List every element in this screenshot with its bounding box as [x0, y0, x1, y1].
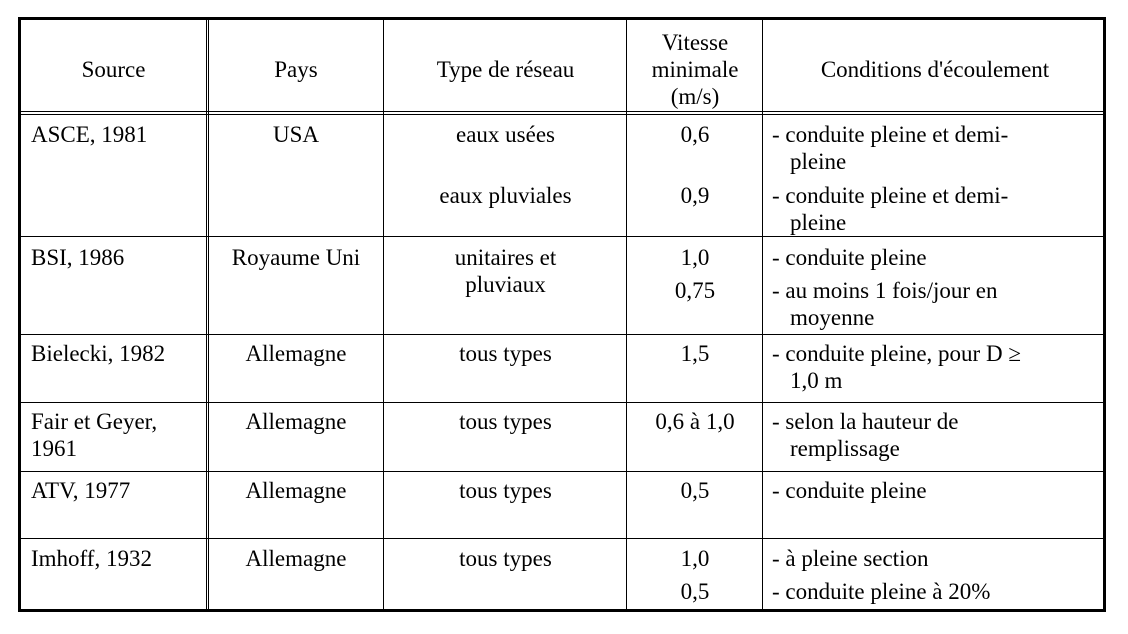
cell-pays: Allemagne	[245, 478, 347, 503]
cell-vitesse: 0,5	[680, 579, 710, 604]
source-line: Fair et Geyer,	[31, 409, 158, 434]
header-vitesse-line-1: Vitesse	[661, 30, 729, 55]
cell-type: tous types	[459, 546, 552, 571]
velocity-table: Source Pays Type de réseau Vitesse minim…	[18, 17, 1106, 612]
cell-vitesse: 0,6	[680, 122, 710, 147]
condition-line: - conduite pleine	[772, 245, 927, 270]
cell-pays: Allemagne	[245, 409, 347, 434]
condition-line: pleine	[790, 149, 847, 174]
row-divider	[21, 236, 1103, 237]
cell-condition: - conduite pleine, pour D ≥ 1,0 m	[772, 340, 1021, 394]
cell-vitesse: 1,0	[680, 546, 710, 571]
condition-line: - conduite pleine, pour D ≥	[772, 341, 1021, 366]
cell-condition: - conduite pleine	[772, 244, 927, 271]
type-line: pluviaux	[465, 272, 546, 297]
cell-type: tous types	[459, 341, 552, 366]
row-divider	[21, 471, 1103, 472]
condition-line: - conduite pleine	[772, 478, 927, 503]
cell-condition: - conduite pleine à 20%	[772, 578, 990, 605]
header-vitesse-line-3: (m/s)	[670, 84, 720, 109]
type-line: unitaires et	[454, 245, 557, 270]
cell-condition: - au moins 1 fois/jour en moyenne	[772, 277, 998, 331]
cell-type: tous types	[459, 409, 552, 434]
cell-vitesse: 0,9	[680, 183, 710, 208]
cell-type: eaux usées	[456, 122, 555, 147]
source-line: 1961	[31, 436, 77, 461]
header-divider	[21, 111, 1103, 115]
cell-source: Fair et Geyer, 1961	[31, 408, 157, 462]
condition-line: - conduite pleine et demi-	[772, 183, 1009, 208]
cell-vitesse: 0,5	[680, 478, 710, 503]
condition-line: remplissage	[790, 436, 900, 461]
row-divider	[21, 402, 1103, 403]
condition-line: pleine	[790, 210, 847, 235]
cell-type: tous types	[459, 478, 552, 503]
condition-line: - conduite pleine et demi-	[772, 122, 1009, 147]
header-vitesse-line-2: minimale	[651, 57, 739, 82]
column-divider-source	[206, 20, 209, 609]
cell-vitesse: 1,5	[680, 341, 710, 366]
cell-source: BSI, 1986	[31, 245, 125, 270]
cell-condition: - selon la hauteur de remplissage	[772, 408, 958, 462]
cell-condition: - conduite pleine et demi- pleine	[772, 182, 1008, 236]
condition-line: - à pleine section	[772, 546, 929, 571]
cell-vitesse: 0,75	[674, 278, 716, 303]
header-conditions: Conditions d'écoulement	[820, 57, 1050, 82]
row-divider	[21, 538, 1103, 539]
header-source: Source	[81, 57, 146, 82]
header-pays: Pays	[274, 57, 318, 82]
condition-line: moyenne	[790, 305, 875, 330]
column-divider-vitesse	[762, 20, 763, 609]
cell-condition: - conduite pleine	[772, 477, 927, 504]
cell-condition: - à pleine section	[772, 545, 928, 572]
header-type: Type de réseau	[436, 57, 575, 82]
cell-type: eaux pluviales	[439, 183, 572, 208]
cell-condition: - conduite pleine et demi- pleine	[772, 121, 1008, 175]
cell-source: Imhoff, 1932	[31, 546, 152, 571]
cell-pays: Allemagne	[245, 546, 347, 571]
cell-vitesse: 0,6 à 1,0	[655, 409, 735, 434]
column-divider-pays	[383, 20, 384, 609]
cell-source: Bielecki, 1982	[31, 341, 166, 366]
cell-pays: Royaume Uni	[231, 245, 361, 270]
cell-pays: Allemagne	[245, 341, 347, 366]
header-vitesse: Vitesse minimale (m/s)	[628, 29, 762, 110]
cell-type: unitaires et pluviaux	[385, 244, 626, 298]
column-divider-type	[626, 20, 627, 609]
row-divider	[21, 334, 1103, 335]
cell-vitesse: 1,0	[680, 245, 710, 270]
condition-line: - au moins 1 fois/jour en	[772, 278, 998, 303]
cell-source: ASCE, 1981	[31, 122, 148, 147]
condition-line: 1,0 m	[790, 368, 843, 393]
condition-line: - selon la hauteur de	[772, 409, 959, 434]
condition-line: - conduite pleine à 20%	[772, 579, 991, 604]
cell-source: ATV, 1977	[31, 478, 131, 503]
cell-pays: USA	[272, 122, 319, 147]
